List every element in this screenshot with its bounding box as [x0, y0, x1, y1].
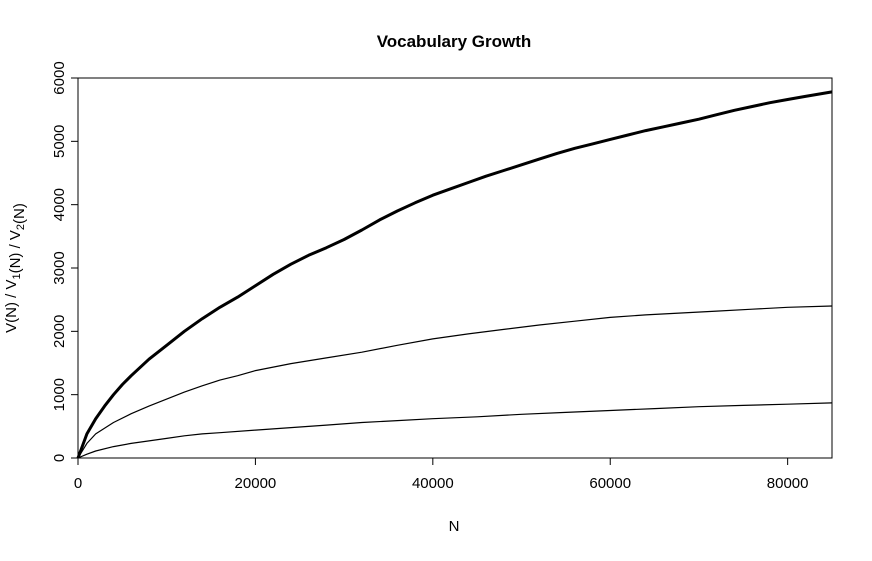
y-axis-label-part: V(N) / V [3, 280, 20, 333]
series-line-v2 [77, 402, 833, 459]
x-tick-label: 40000 [412, 475, 454, 492]
y-tick-label: 6000 [51, 61, 68, 94]
series-line-v1 [77, 305, 833, 459]
x-axis-label: N [449, 518, 460, 535]
x-tick-label: 80000 [767, 475, 809, 492]
y-axis-label: V(N) / V1(N) / V2(N) [3, 203, 28, 333]
x-tick-label: 20000 [235, 475, 277, 492]
y-axis-label-subscript: 2 [15, 224, 27, 230]
x-tick-label: 60000 [589, 475, 631, 492]
y-tick-label: 5000 [51, 125, 68, 158]
y-tick-label: 4000 [51, 188, 68, 221]
chart-title: Vocabulary Growth [377, 32, 532, 51]
y-tick-label: 2000 [51, 315, 68, 348]
plot-frame [77, 77, 833, 459]
y-tick-label: 1000 [51, 378, 68, 411]
x-tick-label: 0 [74, 475, 82, 492]
series-line-v [76, 90, 833, 459]
y-axis-label-part: (N) / V [7, 230, 24, 273]
y-tick-label: 0 [51, 454, 68, 462]
x-axis: 0 20000 40000 60000 80000 [74, 458, 809, 492]
y-tick-label: 3000 [51, 251, 68, 284]
series-group [76, 90, 833, 459]
y-axis: 0 1000 2000 3000 4000 5000 6000 [51, 61, 78, 462]
y-axis-label-subscript: 1 [11, 273, 23, 279]
y-axis-label-part: (N) [11, 203, 28, 224]
